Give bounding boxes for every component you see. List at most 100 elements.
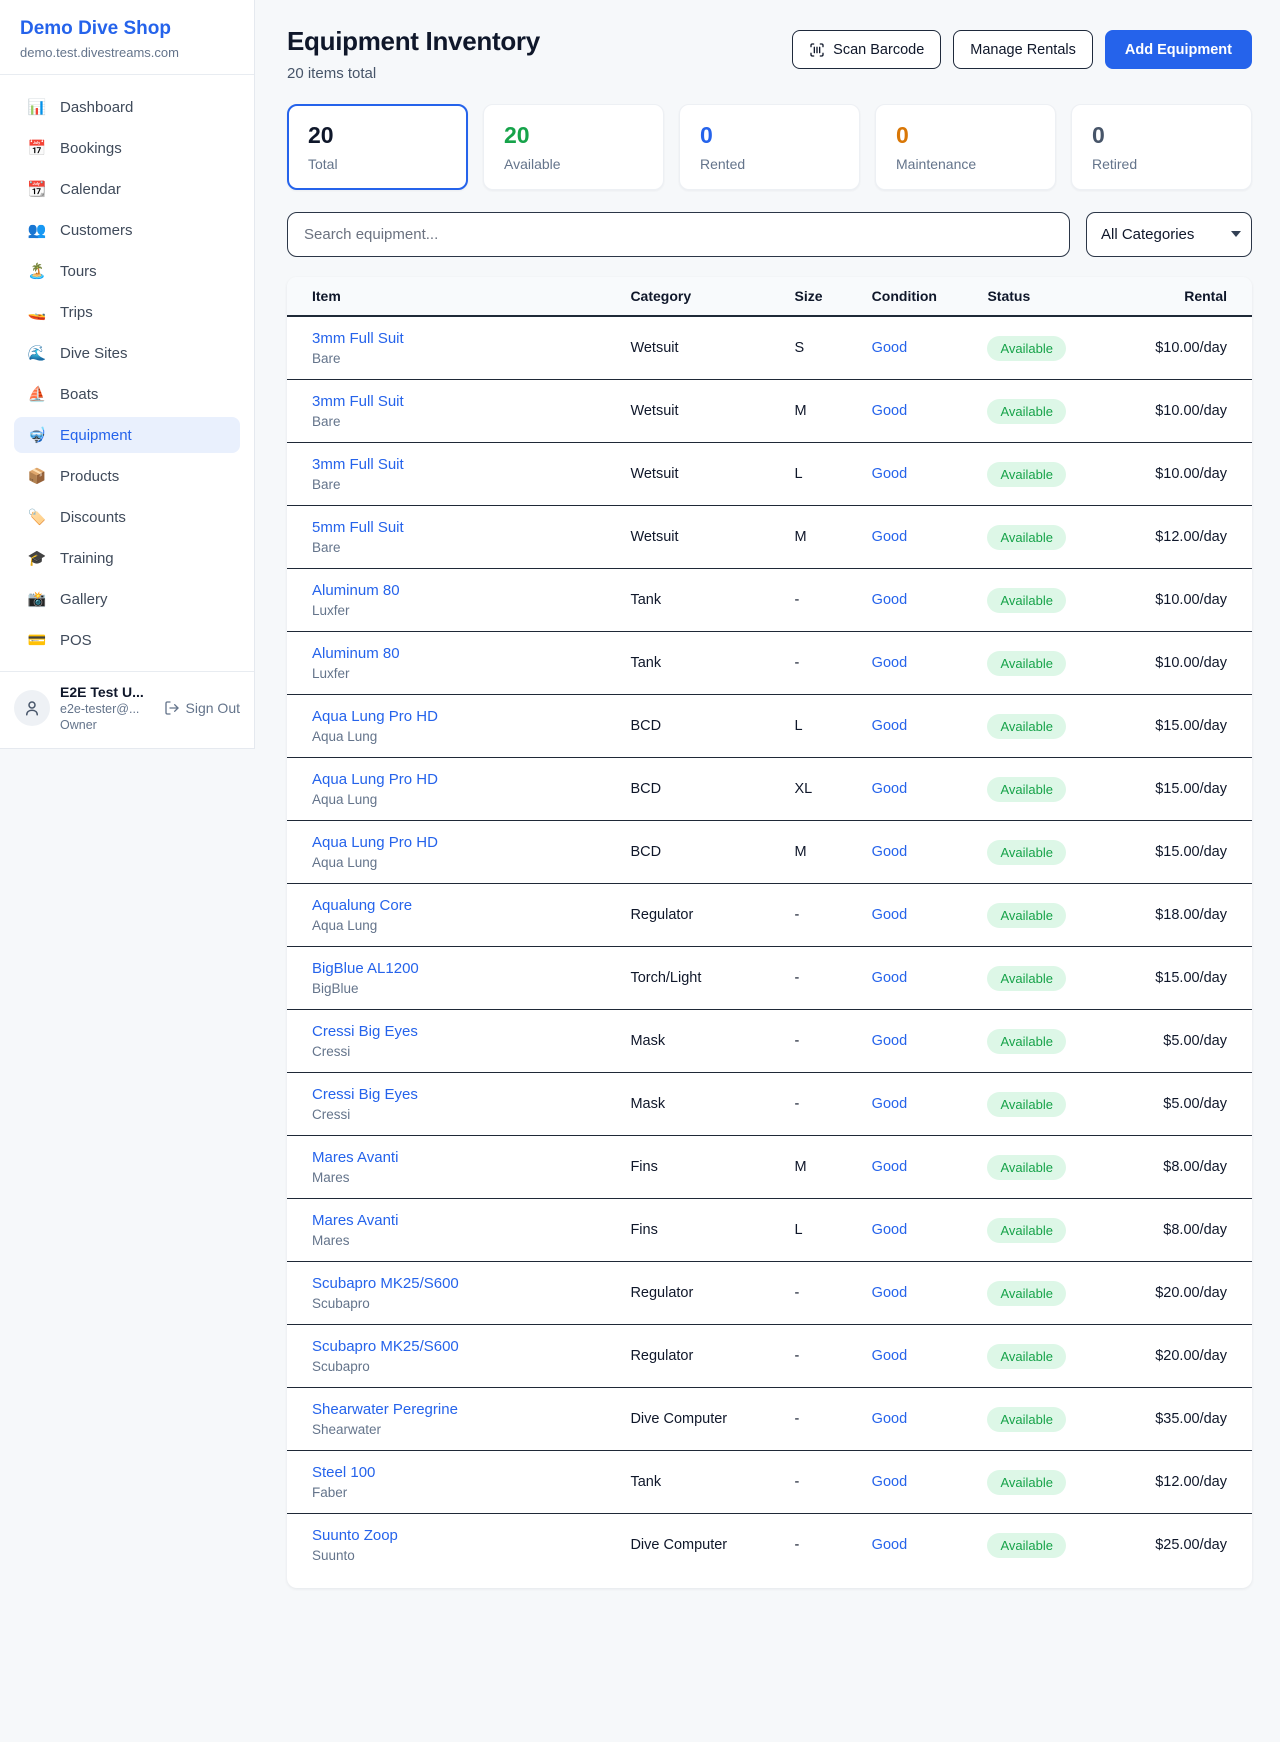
item-condition-link[interactable]: Good — [871, 403, 908, 419]
stat-card-maintenance[interactable]: 0 Maintenance — [875, 104, 1056, 190]
sidebar-item-trips[interactable]: 🚤 Trips — [14, 294, 240, 330]
item-condition-link[interactable]: Good — [871, 907, 908, 923]
item-condition-link[interactable]: Good — [871, 781, 908, 797]
item-condition-link[interactable]: Good — [871, 1348, 908, 1364]
category-select[interactable]: All Categories — [1086, 212, 1252, 257]
sidebar-item-equipment[interactable]: 🤿 Equipment — [14, 417, 240, 453]
sign-out-button[interactable]: Sign Out — [164, 700, 240, 716]
item-name-link[interactable]: 3mm Full Suit — [312, 456, 404, 473]
sidebar-item-dashboard[interactable]: 📊 Dashboard — [14, 89, 240, 125]
item-name-link[interactable]: BigBlue AL1200 — [312, 960, 419, 977]
sidebar-nav: 📊 Dashboard 📅 Bookings 📆 Calendar 👥 Cust… — [0, 75, 254, 671]
item-name-link[interactable]: Steel 100 — [312, 1464, 376, 1481]
item-condition-link[interactable]: Good — [871, 655, 908, 671]
sidebar-item-training[interactable]: 🎓 Training — [14, 540, 240, 576]
sidebar-item-calendar[interactable]: 📆 Calendar — [14, 171, 240, 207]
item-name-link[interactable]: 5mm Full Suit — [312, 519, 404, 536]
stat-card-rented[interactable]: 0 Rented — [679, 104, 860, 190]
table-row: 3mm Full Suit Bare Wetsuit S Good Availa… — [287, 316, 1252, 380]
item-brand: BigBlue — [312, 981, 359, 996]
item-rental-rate: $5.00/day — [1136, 1072, 1252, 1136]
item-name-link[interactable]: Mares Avanti — [312, 1149, 399, 1166]
item-condition-link[interactable]: Good — [871, 340, 908, 356]
search-input[interactable] — [287, 212, 1070, 257]
item-condition-link[interactable]: Good — [871, 1096, 908, 1112]
stat-label: Total — [308, 156, 338, 172]
column-header-size: Size — [769, 277, 847, 317]
item-condition-link[interactable]: Good — [871, 1537, 908, 1553]
item-name-link[interactable]: Mares Avanti — [312, 1212, 399, 1229]
stat-card-available[interactable]: 20 Available — [483, 104, 664, 190]
item-condition-link[interactable]: Good — [871, 466, 908, 482]
item-name-link[interactable]: Aqualung Core — [312, 897, 413, 914]
item-size: - — [794, 655, 800, 671]
column-header-rental: Rental — [1136, 277, 1252, 317]
item-condition-link[interactable]: Good — [871, 1474, 908, 1490]
user-name: E2E Test U... — [60, 684, 144, 700]
item-name-link[interactable]: Suunto Zoop — [312, 1527, 398, 1544]
page-header: Equipment Inventory 20 items total Scan … — [287, 26, 1252, 82]
item-condition-link[interactable]: Good — [871, 1285, 908, 1301]
item-name-link[interactable]: Aqua Lung Pro HD — [312, 771, 438, 788]
table-row: Scubapro MK25/S600 Scubapro Regulator - … — [287, 1324, 1252, 1388]
sidebar-item-gallery[interactable]: 📸 Gallery — [14, 581, 240, 617]
stat-label: Maintenance — [896, 156, 977, 172]
manage-rentals-button[interactable]: Manage Rentals — [953, 30, 1093, 69]
item-rental-rate: $10.00/day — [1136, 316, 1252, 380]
item-brand: Bare — [312, 540, 341, 555]
item-brand: Mares — [312, 1233, 350, 1248]
item-name-link[interactable]: Scubapro MK25/S600 — [312, 1338, 459, 1355]
item-brand: Aqua Lung — [312, 792, 378, 807]
item-rental-rate: $35.00/day — [1136, 1387, 1252, 1451]
page-titles: Equipment Inventory 20 items total — [287, 26, 540, 82]
item-condition-link[interactable]: Good — [871, 970, 908, 986]
item-condition-link[interactable]: Good — [871, 1033, 908, 1049]
item-size: S — [794, 340, 805, 356]
item-condition-link[interactable]: Good — [871, 1222, 908, 1238]
item-condition-link[interactable]: Good — [871, 844, 908, 860]
item-rental-rate: $20.00/day — [1136, 1324, 1252, 1388]
column-header-item: Item — [287, 277, 606, 317]
item-size: - — [794, 592, 800, 608]
item-name-link[interactable]: Cressi Big Eyes — [312, 1086, 418, 1103]
item-rental-rate: $10.00/day — [1136, 442, 1252, 506]
item-rental-rate: $12.00/day — [1136, 505, 1252, 569]
item-category: Dive Computer — [630, 1411, 728, 1427]
item-condition-link[interactable]: Good — [871, 529, 908, 545]
item-brand: Scubapro — [312, 1296, 370, 1311]
item-name-link[interactable]: Cressi Big Eyes — [312, 1023, 418, 1040]
item-condition-link[interactable]: Good — [871, 592, 908, 608]
package-icon: 📦 — [27, 468, 47, 485]
sidebar-item-pos[interactable]: 💳 POS — [14, 622, 240, 658]
item-name-link[interactable]: Shearwater Peregrine — [312, 1401, 458, 1418]
sidebar-item-tours[interactable]: 🏝️ Tours — [14, 253, 240, 289]
item-rental-rate: $5.00/day — [1136, 1009, 1252, 1073]
status-badge: Available — [987, 776, 1066, 802]
sidebar-item-customers[interactable]: 👥 Customers — [14, 212, 240, 248]
item-name-link[interactable]: 3mm Full Suit — [312, 393, 404, 410]
status-badge: Available — [987, 1217, 1066, 1243]
scan-barcode-button[interactable]: Scan Barcode — [792, 30, 942, 69]
status-badge: Available — [987, 587, 1066, 613]
item-condition-link[interactable]: Good — [871, 718, 908, 734]
sidebar-item-bookings[interactable]: 📅 Bookings — [14, 130, 240, 166]
item-name-link[interactable]: Aqua Lung Pro HD — [312, 708, 438, 725]
sidebar-item-products[interactable]: 📦 Products — [14, 458, 240, 494]
filter-row: All Categories — [287, 212, 1252, 257]
stat-card-total[interactable]: 20 Total — [287, 104, 468, 190]
sidebar-item-boats[interactable]: ⛵ Boats — [14, 376, 240, 412]
sidebar-item-discounts[interactable]: 🏷️ Discounts — [14, 499, 240, 535]
stat-card-retired[interactable]: 0 Retired — [1071, 104, 1252, 190]
item-name-link[interactable]: Aluminum 80 — [312, 582, 400, 599]
table-row: Aqua Lung Pro HD Aqua Lung BCD M Good Av… — [287, 820, 1252, 884]
add-equipment-button[interactable]: Add Equipment — [1104, 30, 1252, 69]
item-condition-link[interactable]: Good — [871, 1411, 908, 1427]
item-name-link[interactable]: Aqua Lung Pro HD — [312, 834, 438, 851]
item-name-link[interactable]: Scubapro MK25/S600 — [312, 1275, 459, 1292]
sidebar-item-dive-sites[interactable]: 🌊 Dive Sites — [14, 335, 240, 371]
item-name-link[interactable]: 3mm Full Suit — [312, 330, 404, 347]
item-category: Tank — [630, 1474, 662, 1490]
status-badge: Available — [987, 1343, 1066, 1369]
item-name-link[interactable]: Aluminum 80 — [312, 645, 400, 662]
item-condition-link[interactable]: Good — [871, 1159, 908, 1175]
